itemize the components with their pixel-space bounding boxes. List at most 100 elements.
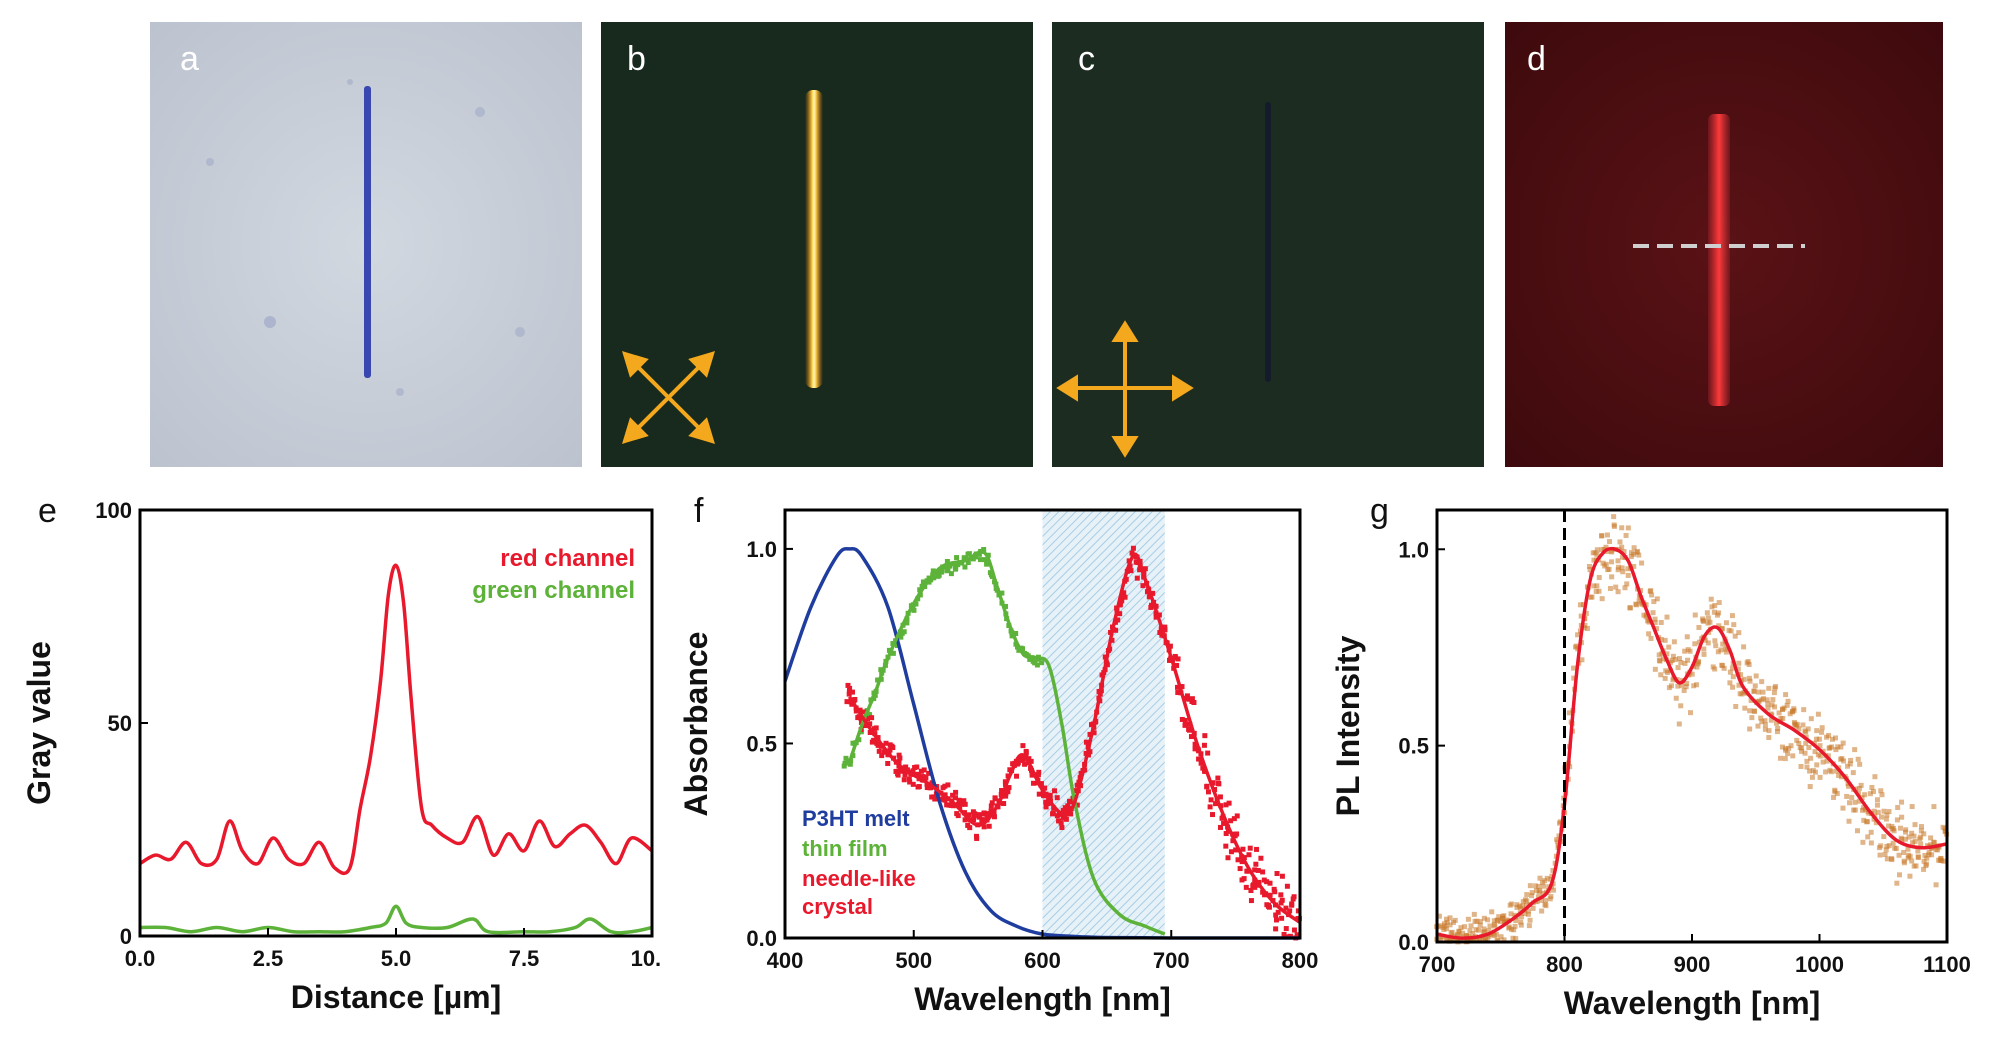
scatter-point xyxy=(1860,839,1866,845)
scatter-point xyxy=(1274,871,1280,877)
scatter-point xyxy=(1874,797,1880,803)
plot-frame xyxy=(1435,508,1949,944)
scatter-point xyxy=(1656,652,1662,658)
scatter-point xyxy=(1489,909,1495,915)
scatter-point xyxy=(1625,566,1631,572)
scatter-point xyxy=(1652,616,1658,622)
scatter-point xyxy=(1903,829,1909,835)
scatter-point xyxy=(1777,755,1783,761)
scatter-point xyxy=(1852,799,1858,805)
scatter-point xyxy=(1749,715,1755,721)
scatter-point xyxy=(1028,758,1034,764)
scatter-point xyxy=(1791,706,1797,712)
scatter-point xyxy=(1157,630,1163,636)
scatter-point xyxy=(914,764,920,770)
scatter-point xyxy=(1745,659,1751,665)
scatter-point xyxy=(1942,828,1948,834)
scatter-point xyxy=(1014,773,1020,779)
scatter-point xyxy=(1833,747,1839,753)
scatter-point xyxy=(936,572,942,578)
scatter-point xyxy=(1762,722,1768,728)
scatter-point xyxy=(861,709,867,715)
scatter-point xyxy=(1798,763,1804,769)
scatter-point xyxy=(1625,572,1631,578)
legend-entry: crystal xyxy=(802,894,873,919)
scatter-point xyxy=(959,801,965,807)
scatter-point xyxy=(1670,653,1676,659)
scatter-point xyxy=(1294,932,1300,938)
scatter-point xyxy=(904,620,910,626)
scatter-point xyxy=(1438,934,1444,940)
scatter-point xyxy=(845,682,851,688)
scatter-point xyxy=(1583,610,1589,616)
scatter-point xyxy=(1847,800,1853,806)
scatter-point xyxy=(1182,722,1188,728)
scatter-point xyxy=(1855,828,1861,834)
scatter-point xyxy=(1518,919,1524,925)
scatter-point xyxy=(1893,846,1899,852)
scatter-point xyxy=(856,737,862,743)
scatter-point xyxy=(1796,726,1802,732)
scatter-point xyxy=(847,761,853,767)
scatter-point xyxy=(1808,755,1814,761)
plot-frame xyxy=(138,508,654,938)
scatter-point xyxy=(1765,705,1771,711)
scatter-point xyxy=(1748,697,1754,703)
scatter-point xyxy=(1660,656,1666,662)
scatter-point xyxy=(1223,843,1229,849)
scatter-point xyxy=(1267,880,1273,886)
scatter-point xyxy=(1658,619,1664,625)
scatter-point xyxy=(1780,715,1786,721)
scatter-point xyxy=(1509,901,1515,907)
scatter-point xyxy=(1877,852,1883,858)
scatter-point xyxy=(910,781,916,787)
scatter-point xyxy=(1043,804,1049,810)
scatter-point xyxy=(1594,583,1600,589)
scatter-point xyxy=(1836,772,1842,778)
y-axis-label: PL Intensity xyxy=(1330,635,1366,816)
scatter-point xyxy=(1746,662,1752,668)
scatter-point xyxy=(1234,813,1240,819)
scatter-point xyxy=(1817,753,1823,759)
scatter-point xyxy=(1447,915,1453,921)
scatter-point xyxy=(1730,674,1736,680)
scatter-point xyxy=(1883,847,1889,853)
scatter-point xyxy=(1756,689,1762,695)
scatter-point xyxy=(1759,679,1765,685)
scatter-point xyxy=(1260,869,1266,875)
scatter-point xyxy=(1591,583,1597,589)
scatter-point xyxy=(1828,769,1834,775)
scatter-point xyxy=(1611,523,1617,529)
scatter-point xyxy=(885,760,891,766)
scatter-point xyxy=(1272,889,1278,895)
scatter-point xyxy=(1589,594,1595,600)
scatter-point xyxy=(1849,794,1855,800)
scatter-point xyxy=(1137,567,1143,573)
scatter-point xyxy=(1687,710,1693,716)
scatter-point xyxy=(1636,552,1642,558)
scatter-point xyxy=(1899,836,1905,842)
scatter-point xyxy=(1729,665,1735,671)
scatter-point xyxy=(1444,926,1450,932)
scatter-point xyxy=(1017,757,1023,763)
scatter-point xyxy=(1223,802,1229,808)
scatter-point xyxy=(1083,739,1089,745)
scatter-point xyxy=(1809,774,1815,780)
series-line-0 xyxy=(139,563,654,876)
scatter-point xyxy=(1255,867,1261,873)
scatter-point xyxy=(1684,634,1690,640)
scatter-point xyxy=(1895,805,1901,811)
scatter-point xyxy=(1912,838,1918,844)
scatter-point xyxy=(1897,825,1903,831)
scatter-point xyxy=(1907,853,1913,859)
scatter-point xyxy=(1826,732,1832,738)
scatter-point xyxy=(1258,855,1264,861)
scatter-point xyxy=(1857,761,1863,767)
scatter-point xyxy=(1252,867,1258,873)
scatter-point xyxy=(895,772,901,778)
scatter-point xyxy=(1248,898,1254,904)
scatter-point xyxy=(1477,922,1483,928)
scatter-point xyxy=(1514,902,1520,908)
scatter-point xyxy=(1631,545,1637,551)
scatter-point xyxy=(1647,588,1653,594)
